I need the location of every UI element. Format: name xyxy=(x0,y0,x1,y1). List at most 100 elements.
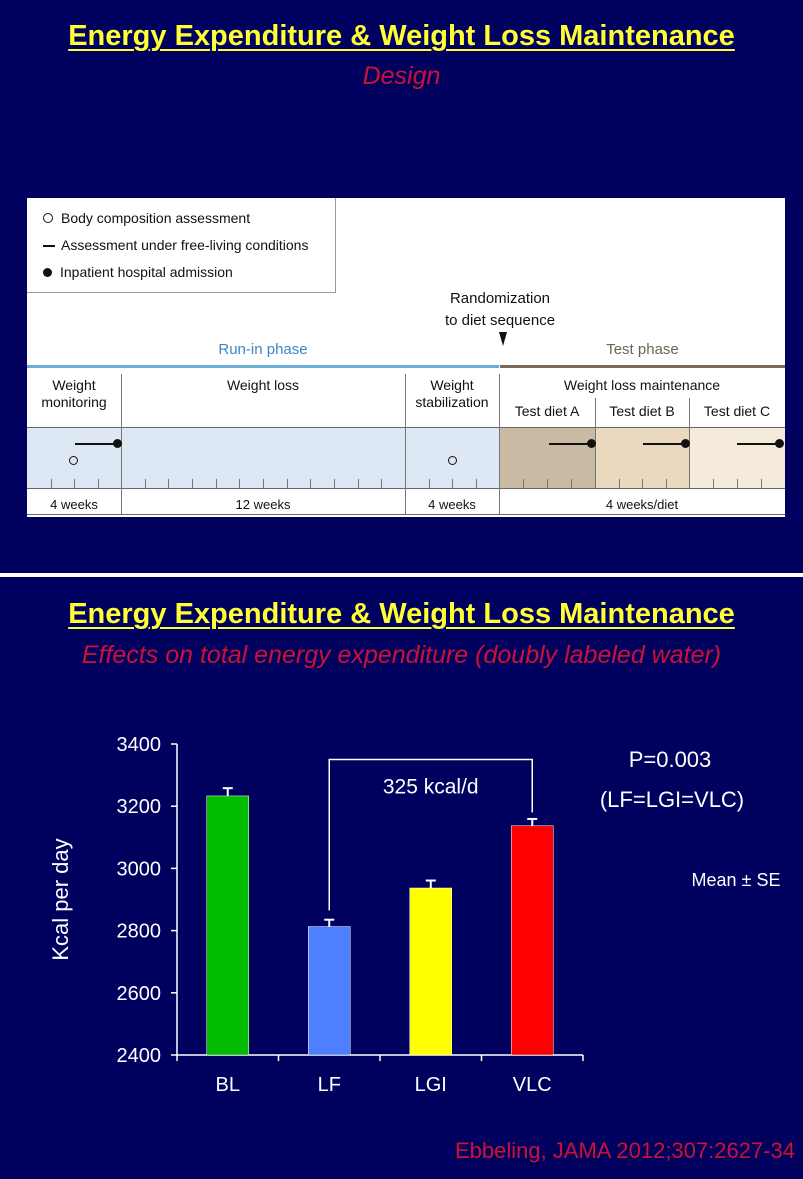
diet-b-band xyxy=(595,427,689,488)
x-tick-label: LF xyxy=(318,1074,341,1096)
tick-mark xyxy=(642,479,643,488)
bar xyxy=(308,926,351,1056)
legend: Body composition assessment Assessment u… xyxy=(27,198,336,293)
tick-mark xyxy=(310,479,312,488)
y-tick-label: 2400 xyxy=(117,1045,162,1067)
open-circle-icon xyxy=(448,456,457,465)
band-top-border xyxy=(27,427,785,428)
y-tick-label: 2600 xyxy=(117,983,162,1005)
bar xyxy=(409,887,452,1056)
dash-icon xyxy=(643,443,683,445)
duration-label: 4 weeks/diet xyxy=(605,497,679,512)
tick-mark xyxy=(74,479,75,488)
run-in-phase-line xyxy=(27,365,499,368)
legend-item: Body composition assessment xyxy=(43,210,250,226)
tick-mark xyxy=(713,479,714,488)
tick-mark xyxy=(428,479,430,488)
tick-mark xyxy=(357,479,359,488)
dash-icon xyxy=(43,245,55,248)
tick-mark xyxy=(168,479,170,488)
separator xyxy=(499,374,500,514)
run-in-band xyxy=(27,427,499,488)
randomization-arrow xyxy=(499,332,507,346)
filled-circle-icon xyxy=(43,268,52,277)
tick-mark xyxy=(547,479,548,488)
p-value: P=0.003 xyxy=(629,747,712,772)
tick-mark xyxy=(665,479,667,488)
open-circle-icon xyxy=(69,456,78,465)
filled-circle-icon xyxy=(681,439,690,448)
legend-label: Inpatient hospital admission xyxy=(60,264,233,280)
tick-mark xyxy=(97,479,99,488)
dash-icon xyxy=(737,443,777,445)
run-in-phase-label: Run-in phase xyxy=(218,341,308,358)
y-tick-label: 3200 xyxy=(117,796,162,818)
tick-mark xyxy=(239,479,241,488)
mean-se-note: Mean ± SE xyxy=(692,870,781,890)
band-bottom-border xyxy=(27,488,785,489)
test-diet-c-label: Test diet C xyxy=(703,403,771,419)
maintenance-label: Weight loss maintenance xyxy=(563,377,721,393)
tick-mark xyxy=(263,479,264,488)
tick-mark xyxy=(618,479,620,488)
tick-mark xyxy=(286,479,288,488)
tick-mark xyxy=(334,479,335,488)
duration-label: 4 weeks xyxy=(50,497,98,512)
slide1-title: Energy Expenditure & Weight Loss Mainten… xyxy=(68,20,735,52)
results-slide xyxy=(0,577,803,1179)
open-circle-icon xyxy=(43,213,53,223)
test-diet-a-label: Test diet A xyxy=(514,403,580,419)
citation: Ebbeling, JAMA 2012;307:2627-34 xyxy=(454,1138,795,1163)
energy-expenditure-chart: 2400 2600 2800 3000 3200 3400 BL LF LGI VLC Kcal p… xyxy=(48,734,781,1096)
y-tick-label: 3400 xyxy=(117,734,162,756)
segment-weight-stabilization: Weight stabilization xyxy=(415,377,489,410)
timeline-bottom xyxy=(27,514,785,515)
dash-icon xyxy=(75,443,115,445)
slide1-subtitle: Design xyxy=(362,62,441,90)
tick-mark xyxy=(452,479,453,488)
y-axis-label: Kcal per day xyxy=(48,838,73,960)
tick-mark xyxy=(50,479,52,488)
x-tick-label: BL xyxy=(216,1074,240,1096)
diet-c-band xyxy=(689,427,785,488)
legend-item: Assessment under free-living conditions xyxy=(43,237,308,253)
legend-label: Assessment under free-living conditions xyxy=(61,237,309,253)
dash-icon xyxy=(549,443,589,445)
x-tick-label: LGI xyxy=(415,1074,447,1096)
x-tick-label: VLC xyxy=(513,1074,552,1096)
slide-divider xyxy=(0,573,803,577)
tick-mark xyxy=(475,479,477,488)
legend-label: Body composition assessment xyxy=(61,210,251,226)
filled-circle-icon xyxy=(587,439,596,448)
test-phase-line xyxy=(500,365,785,368)
significance-bracket xyxy=(328,758,533,911)
slide2-subtitle: Effects on total energy expenditure (dou… xyxy=(81,641,722,669)
y-tick-label: 3000 xyxy=(117,858,162,880)
y-tick-label: 2800 xyxy=(117,921,162,943)
tick-mark xyxy=(381,479,383,488)
segment-weight-loss: Weight loss xyxy=(226,377,300,393)
bar xyxy=(511,825,554,1056)
bar xyxy=(206,795,249,1056)
bracket-label: 325 kcal/d xyxy=(383,776,479,799)
randomization-label: Randomization to diet sequence xyxy=(444,290,556,329)
duration-label: 12 weeks xyxy=(235,497,291,512)
filled-circle-icon xyxy=(113,439,122,448)
tick-mark xyxy=(761,479,762,488)
tick-mark xyxy=(523,479,524,488)
diet-a-band xyxy=(500,427,595,488)
test-phase-label: Test phase xyxy=(606,341,679,358)
slide2-title: Energy Expenditure & Weight Loss Mainten… xyxy=(68,598,735,630)
tick-mark xyxy=(737,479,738,488)
p-value-note: (LF=LGI=VLC) xyxy=(600,787,744,812)
legend-item: Inpatient hospital admission xyxy=(43,264,233,280)
separator xyxy=(405,374,406,514)
duration-label: 4 weeks xyxy=(428,497,476,512)
test-diet-b-label: Test diet B xyxy=(609,403,675,419)
tick-mark xyxy=(571,479,572,488)
tick-mark xyxy=(192,479,193,488)
study-design-diagram: Body composition assessment Assessment u… xyxy=(27,198,785,517)
segment-weight-monitoring: Weight monitoring xyxy=(41,377,107,410)
tick-mark xyxy=(144,479,146,488)
tick-mark xyxy=(215,479,217,488)
